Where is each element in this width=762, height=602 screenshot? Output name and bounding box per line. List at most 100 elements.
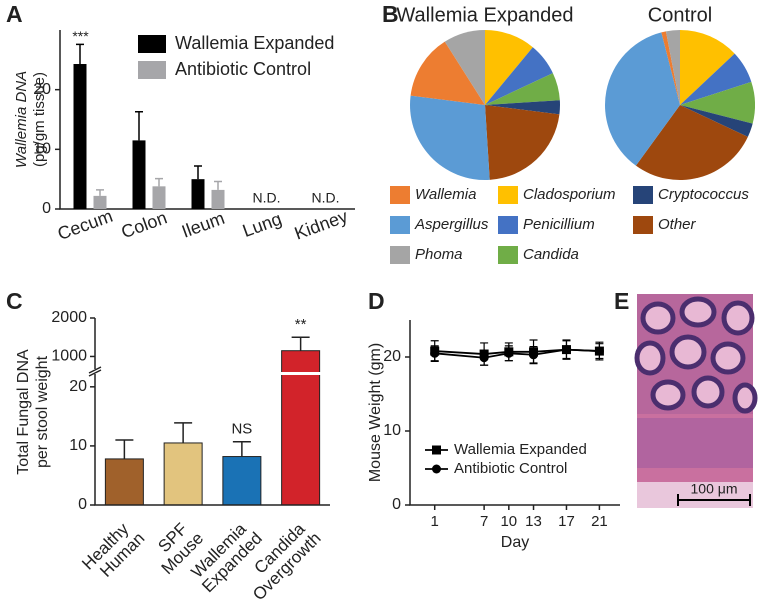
- legend-swatch: [390, 186, 410, 204]
- y-tick-label: 2000: [51, 309, 87, 326]
- marker: [529, 350, 539, 360]
- legend-label: Penicillium: [523, 216, 595, 233]
- panel-letter: C: [6, 288, 23, 314]
- legend-swatch: [138, 35, 166, 53]
- legend-label: Cladosporium: [523, 186, 616, 203]
- legend-label: Wallemia Expanded: [175, 33, 334, 53]
- error-bar: [214, 180, 222, 190]
- y-axis-label: Total Fungal DNA: [15, 349, 32, 475]
- x-tick-label: Ileum: [179, 208, 227, 242]
- legend-marker: [432, 445, 441, 455]
- line: [434, 348, 600, 359]
- pie-slice: [605, 32, 680, 166]
- y-tick-label: 10: [69, 437, 87, 454]
- panel-letter: D: [368, 288, 385, 314]
- image-region: [637, 418, 753, 468]
- bar: [191, 179, 205, 209]
- y-tick-label: 0: [392, 496, 401, 513]
- x-tick-label: 17: [558, 513, 575, 530]
- legend-label: Cryptococcus: [658, 186, 749, 203]
- pie-slice: [485, 47, 553, 105]
- annotation: N.D.: [312, 190, 340, 206]
- bar: [132, 140, 146, 209]
- error-bar: [96, 189, 104, 196]
- pie-slice: [485, 105, 560, 180]
- pie-slice: [680, 53, 752, 105]
- x-tick-label: Cecum: [55, 206, 115, 244]
- x-tick-label: Lung: [240, 209, 284, 241]
- y-tick-label: 20: [383, 348, 401, 365]
- pie-slice: [485, 73, 560, 105]
- y-axis-label: (pg/gm tissue): [31, 72, 48, 167]
- x-tick-label: 10: [500, 513, 517, 530]
- bar: [222, 456, 262, 506]
- axis: [409, 320, 620, 506]
- pie-slice: [680, 30, 735, 105]
- pie-slice: [444, 30, 485, 105]
- pie-slice: [410, 95, 490, 180]
- pie-slice: [680, 81, 755, 124]
- legend-label: Other: [658, 216, 697, 233]
- scale-bar-label: 100 μm: [691, 481, 738, 497]
- y-axis-label: Mouse Weight (gm): [367, 343, 384, 482]
- legend-swatch: [138, 61, 166, 79]
- bar: [73, 64, 87, 209]
- legend-label: Candida: [523, 246, 579, 263]
- bar: [211, 189, 225, 209]
- marker: [561, 345, 571, 355]
- axis-break: [92, 372, 327, 375]
- marker: [504, 348, 514, 358]
- legend-swatch: [633, 186, 653, 204]
- y-tick-label: 20: [69, 378, 87, 395]
- x-tick-label: Kidney: [292, 206, 351, 244]
- bar: [104, 458, 144, 506]
- legend-label: Antibiotic Control: [175, 59, 311, 79]
- y-axis-label: Wallemia DNA: [13, 71, 30, 168]
- pie-slice: [635, 105, 748, 181]
- pie-slice: [485, 30, 533, 105]
- pie-title: Wallemia Expanded: [396, 4, 573, 26]
- pie-slice: [680, 105, 753, 137]
- x-axis-label: Day: [501, 534, 529, 551]
- legend-swatch: [633, 216, 653, 234]
- pie-slice: [410, 41, 485, 105]
- legend-swatch: [498, 186, 518, 204]
- marker: [594, 346, 604, 356]
- x-tick-label: 13: [525, 513, 542, 530]
- annotation: N.D.: [253, 190, 281, 206]
- pie-slice: [661, 31, 680, 105]
- panel-letter: A: [6, 1, 23, 27]
- error-bar: [194, 165, 202, 180]
- image-region: [637, 482, 753, 508]
- y-tick-label: 1000: [51, 348, 87, 365]
- marker: [479, 353, 489, 363]
- legend-label: Wallemia Expanded: [454, 441, 587, 458]
- pie-slice: [485, 100, 560, 115]
- y-tick-label: 0: [78, 496, 87, 513]
- y-tick-label: 10: [383, 422, 401, 439]
- legend-label: Phoma: [415, 246, 463, 263]
- legend-swatch: [390, 246, 410, 264]
- x-tick-label: Healthy Human: [79, 516, 149, 586]
- pie-title: Control: [648, 4, 712, 26]
- panel-letter: E: [614, 288, 629, 314]
- x-tick-label: 21: [591, 513, 608, 530]
- legend-swatch: [390, 216, 410, 234]
- legend-swatch: [498, 246, 518, 264]
- y-tick-label: 0: [42, 200, 51, 217]
- bar: [152, 186, 166, 209]
- legend-marker: [432, 464, 441, 474]
- annotation: NS: [231, 421, 252, 438]
- y-tick-label: 20: [33, 81, 51, 98]
- x-tick-label: 7: [480, 513, 488, 530]
- x-tick-label: Colon: [119, 207, 170, 242]
- x-tick-label: Wallemia Expanded: [186, 516, 266, 596]
- error-bar: [135, 110, 143, 141]
- histology-image: 100 μm: [634, 294, 758, 508]
- legend-label: Aspergillus: [414, 216, 489, 233]
- y-axis-label: per stool weight: [34, 355, 51, 468]
- bar: [281, 350, 321, 506]
- legend-swatch: [498, 216, 518, 234]
- error-bar: [155, 177, 163, 187]
- axis: [59, 30, 355, 210]
